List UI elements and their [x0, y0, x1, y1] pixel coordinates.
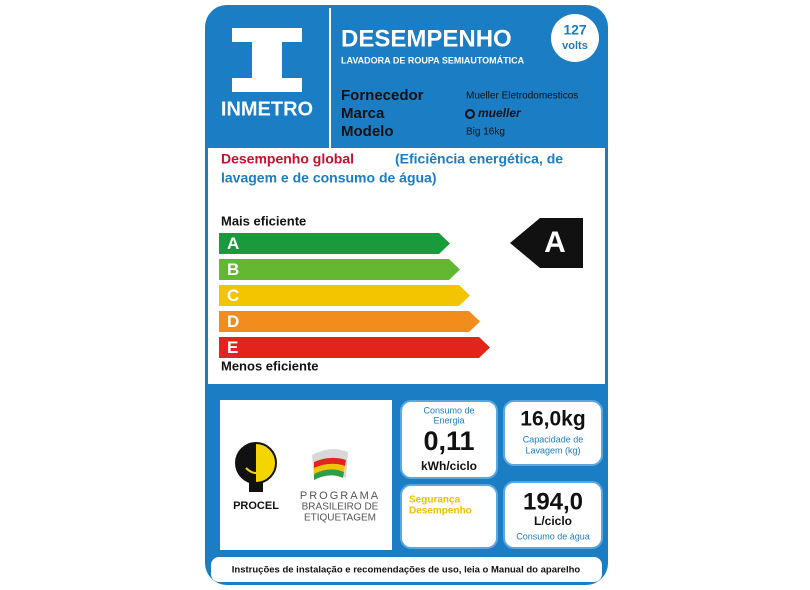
class-arrow: [219, 233, 450, 254]
energy-value: 0,11: [423, 426, 474, 456]
pbe-logo: PROGRAMA BRASILEIRO DE ETIQUETAGEM: [300, 449, 380, 524]
class-letter: D: [227, 312, 239, 331]
class-arrow: [219, 337, 490, 358]
rating: A: [544, 226, 566, 259]
voltage-unit: volts: [562, 40, 588, 52]
subtitle: LAVADORA DE ROUPA SEMIAUTOMÁTICA: [341, 55, 525, 65]
safety-label: Desempenho: [409, 506, 472, 517]
class-arrow: [219, 259, 460, 280]
class-letter: A: [227, 234, 239, 253]
pbe-text: ETIQUETAGEM: [304, 513, 376, 524]
brand-icon: [465, 109, 475, 119]
procel-logo: PROCEL: [233, 442, 279, 512]
footer-bar: [211, 557, 602, 582]
pbe-text: BRASILEIRO DE: [302, 502, 379, 513]
class-arrow: [219, 311, 480, 332]
capacity-value: 16,0kg: [520, 408, 585, 431]
class-arrow: [219, 285, 470, 306]
class-letter: E: [227, 338, 238, 357]
voltage-badge: [551, 14, 599, 62]
class-letter: C: [227, 286, 239, 305]
procel-text: PROCEL: [233, 500, 279, 512]
energy-unit: kWh/ciclo: [421, 459, 477, 473]
energy-box: [400, 400, 498, 479]
supplier-value: Mueller Eletrodomesticos: [466, 91, 578, 102]
pbe-text: PROGRAMA: [300, 490, 380, 502]
water-unit: L/ciclo: [534, 514, 572, 528]
brand-value: mueller: [478, 106, 522, 120]
voltage: 127: [563, 22, 587, 38]
title: DESEMPENHO: [341, 25, 512, 52]
capacity-box: [503, 400, 603, 466]
top-label: Mais eficiente: [221, 213, 306, 228]
performance-title: Desempenho global: [221, 151, 354, 167]
energy-label: Consumo de: [423, 405, 474, 415]
safety-box: [400, 484, 498, 549]
footer: Instruções de instalação e recomendações…: [232, 565, 581, 576]
capacity-label: Capacidade de: [523, 434, 584, 444]
model-value: Big 16kg: [466, 127, 505, 138]
performance-subtitle: (Eficiência energética, de: [395, 151, 563, 167]
capacity-label: Lavagem (kg): [525, 445, 580, 455]
safety-label: Segurança: [409, 495, 461, 506]
energy-label: Energia: [433, 415, 464, 425]
performance-subtitle: lavagem e de consumo de água): [221, 170, 437, 186]
water-value: 194,0: [523, 488, 583, 515]
logo-text: INMETRO: [221, 98, 313, 120]
rating-arrow: [510, 218, 583, 268]
class-letter: B: [227, 260, 239, 279]
inmetro-logo: INMETRO: [221, 28, 313, 120]
supplier-label: Fornecedor: [341, 87, 424, 104]
brand-label: Marca: [341, 105, 385, 122]
model-label: Modelo: [341, 123, 394, 140]
bottom-label: Menos eficiente: [221, 358, 319, 373]
water-box: [503, 481, 603, 549]
water-label: Consumo de água: [516, 531, 590, 541]
